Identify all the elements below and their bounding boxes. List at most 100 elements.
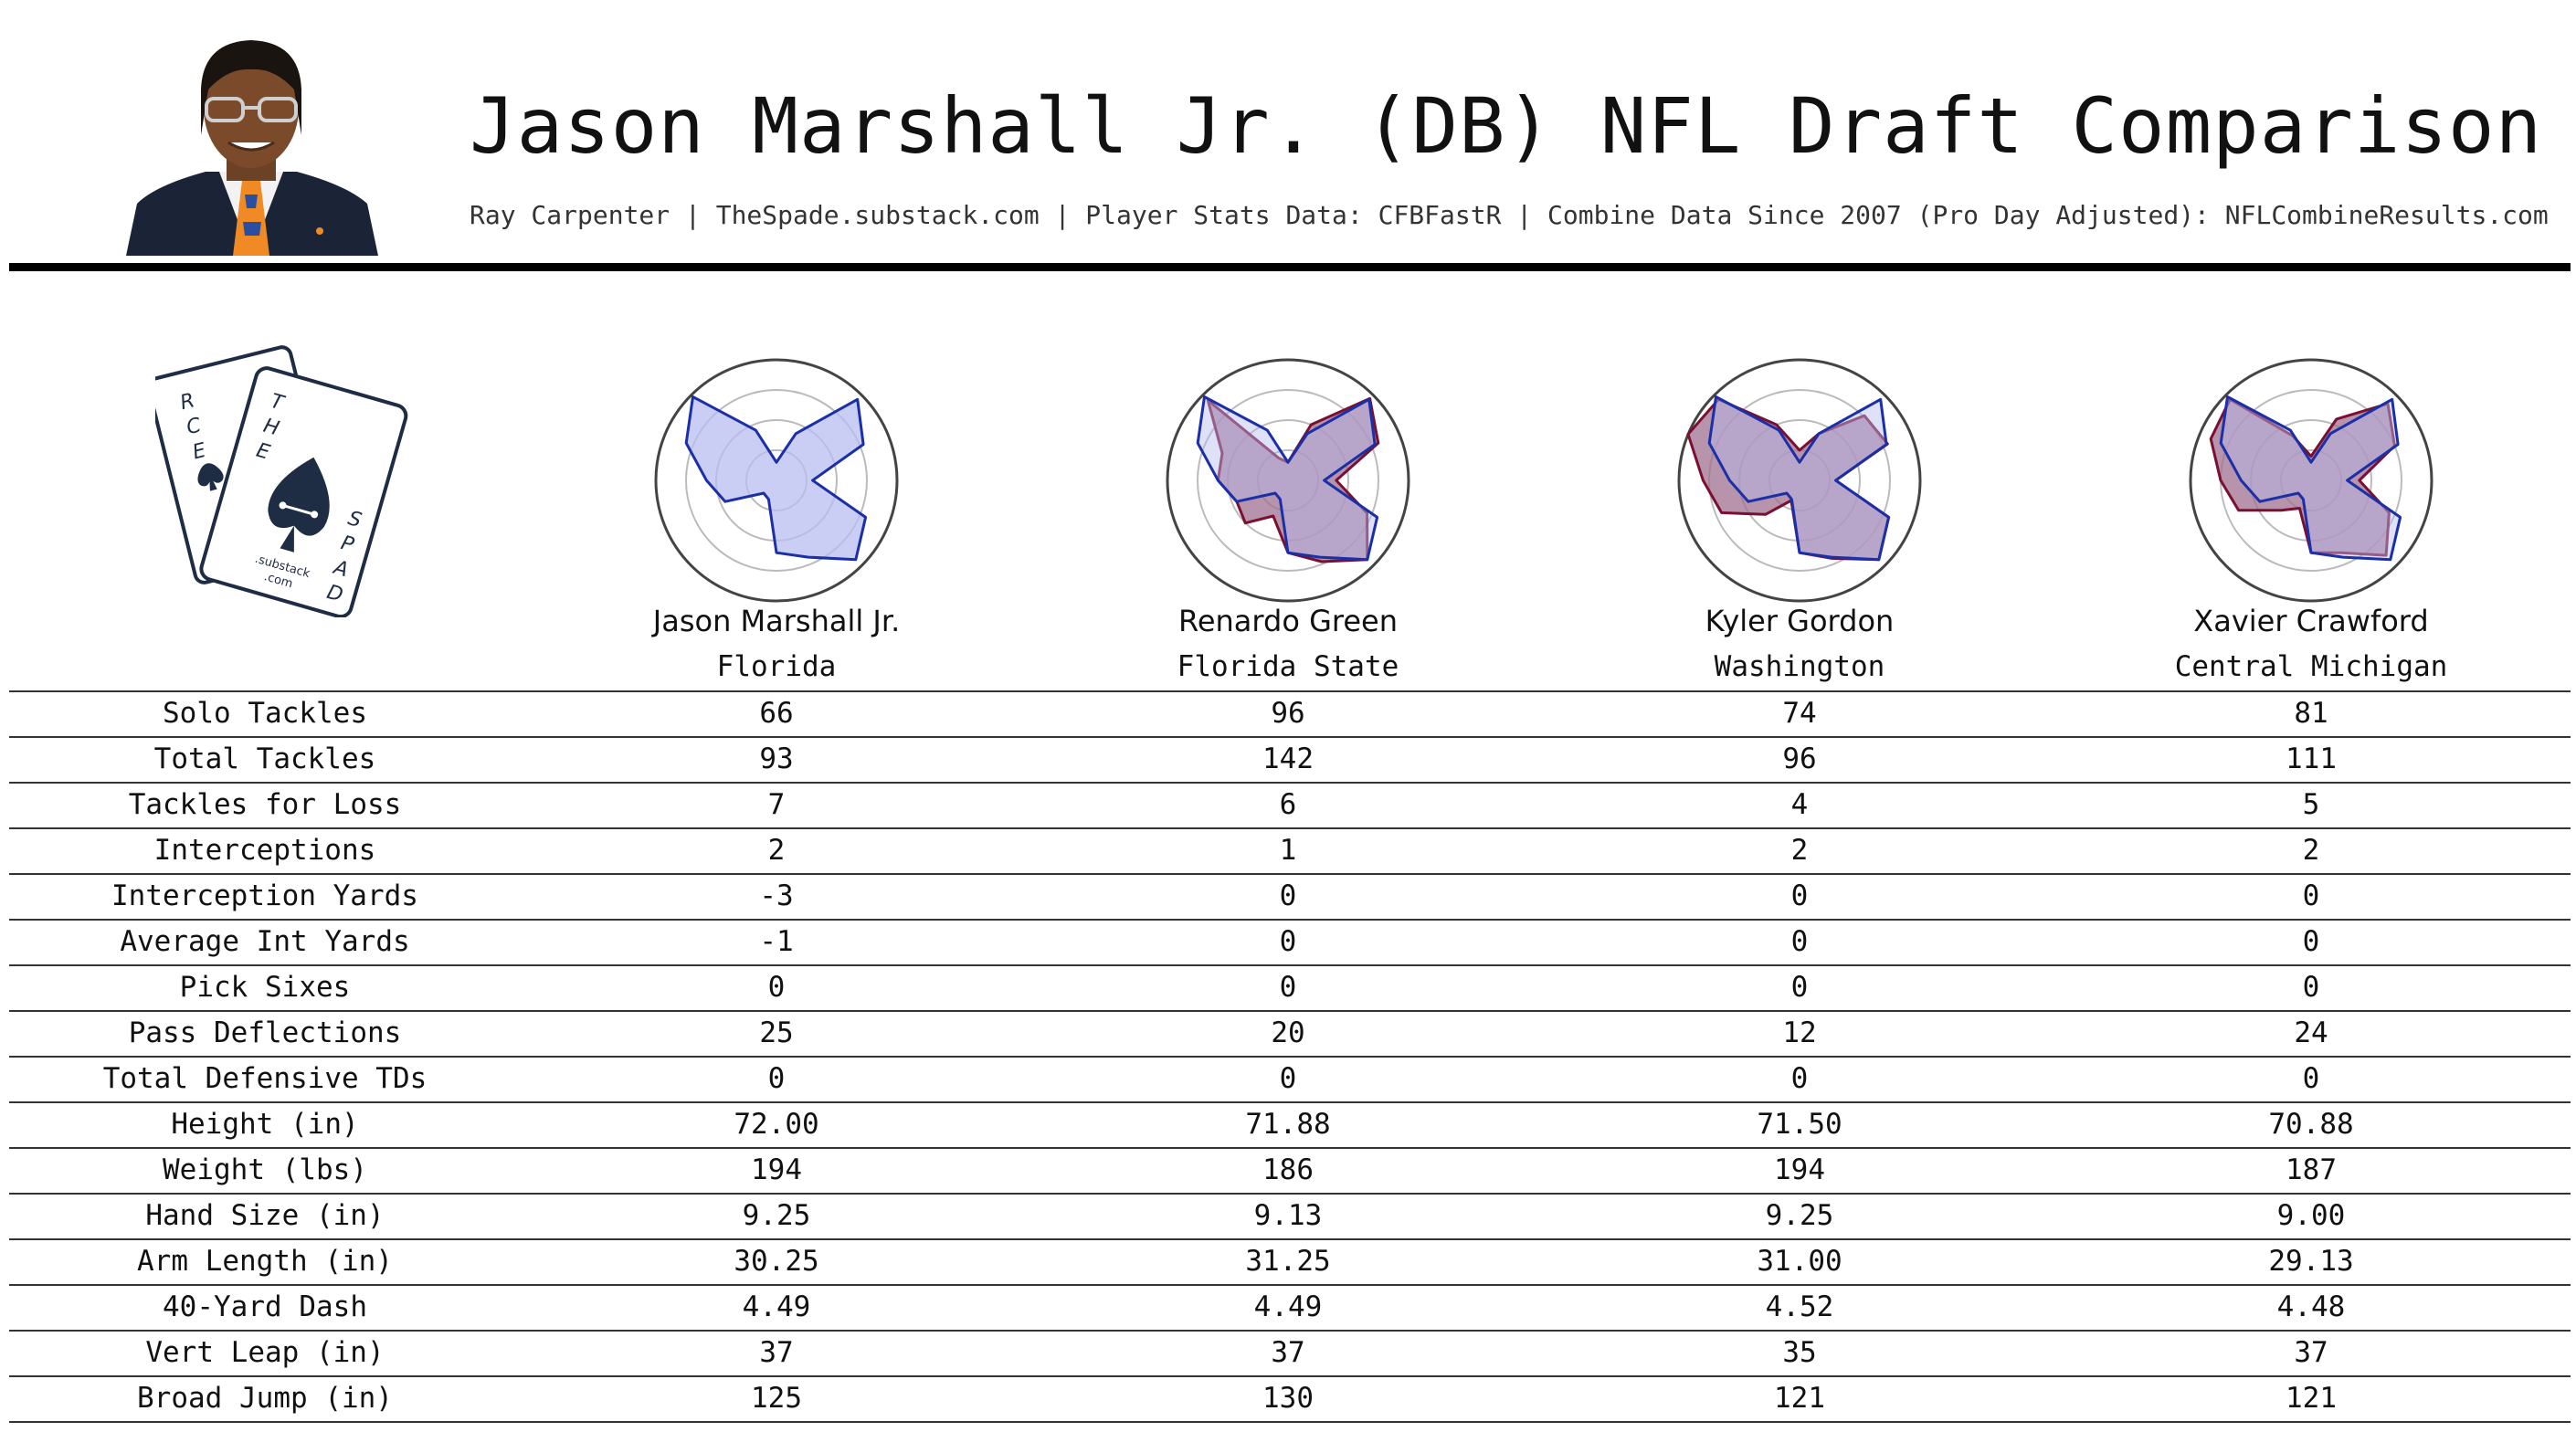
- stat-value: 24: [2294, 1016, 2328, 1049]
- stat-value: 37: [1271, 1336, 1305, 1369]
- player-school-1: Florida: [716, 650, 837, 683]
- stat-value: 0: [1279, 879, 1297, 912]
- stat-value: 0: [1790, 879, 1809, 912]
- table-row: Solo Tackles 66 96 74 81: [9, 690, 2571, 736]
- stat-label: Interception Yards: [111, 879, 418, 912]
- stat-value: 71.88: [1245, 1108, 1331, 1141]
- stat-value: 125: [751, 1382, 802, 1415]
- table-row: Interceptions 2 1 2 2: [9, 827, 2571, 873]
- stat-value: 0: [1279, 971, 1297, 1004]
- stat-value: 0: [767, 971, 786, 1004]
- stat-value: 9.25: [1765, 1199, 1834, 1232]
- stat-value: 72.00: [734, 1108, 819, 1141]
- stat-value: 4: [1790, 788, 1809, 821]
- page-subtitle: Ray Carpenter | TheSpade.substack.com | …: [470, 200, 2549, 230]
- stat-value: 12: [1782, 1016, 1817, 1049]
- stat-value: 31.25: [1245, 1245, 1331, 1278]
- table-row: Hand Size (in) 9.25 9.13 9.25 9.00: [9, 1193, 2571, 1238]
- small-spade-icon: [197, 463, 224, 491]
- table-row: Pick Sixes 0 0 0 0: [9, 964, 2571, 1010]
- stat-value: 96: [1271, 697, 1305, 730]
- stat-value: 194: [751, 1153, 802, 1186]
- stat-value: 0: [767, 1062, 786, 1095]
- stat-label: Vert Leap (in): [145, 1336, 385, 1369]
- table-row: Broad Jump (in) 125 130 121 121: [9, 1375, 2571, 1423]
- stat-value: 25: [759, 1016, 794, 1049]
- the-spade-logo: R C E T H E S P A D .substack .com: [155, 345, 408, 617]
- stat-value: 9.00: [2276, 1199, 2346, 1232]
- stat-label: Tackles for Loss: [128, 788, 402, 821]
- stat-value: 1: [1279, 834, 1297, 867]
- stat-value: 0: [1279, 925, 1297, 958]
- radar-ring: [1677, 358, 1922, 603]
- stat-label: Pass Deflections: [128, 1016, 402, 1049]
- stat-value: 74: [1782, 697, 1817, 730]
- stat-value: 70.88: [2268, 1108, 2354, 1141]
- player-school-4: Central Michigan: [2174, 650, 2448, 683]
- back-card-letter-3: E: [190, 439, 208, 465]
- stat-value: 0: [2302, 879, 2320, 912]
- svg-text:H: H: [260, 415, 281, 441]
- stat-value: 142: [1262, 742, 1314, 775]
- stat-value: 0: [1790, 1062, 1809, 1095]
- stat-value: 187: [2286, 1153, 2337, 1186]
- table-row: Total Defensive TDs 0 0 0 0: [9, 1056, 2571, 1101]
- back-card-letter-2: C: [185, 414, 205, 439]
- stat-value: 9.25: [742, 1199, 811, 1232]
- table-row: Arm Length (in) 30.25 31.25 31.00 29.13: [9, 1238, 2571, 1284]
- radar-series-subject: [1707, 395, 1891, 562]
- spade-icon: [268, 457, 330, 553]
- table-row: Weight (lbs) 194 186 194 187: [9, 1147, 2571, 1193]
- radar-ring: [654, 358, 899, 603]
- stat-value: 121: [1774, 1382, 1825, 1415]
- radar-ring: [2189, 358, 2433, 603]
- stat-value: 71.50: [1757, 1108, 1842, 1141]
- radar-chart-jason-marshall: [654, 358, 899, 603]
- stat-value: 2: [767, 834, 786, 867]
- stat-value: 93: [759, 742, 794, 775]
- table-row: 40-Yard Dash 4.49 4.49 4.52 4.48: [9, 1284, 2571, 1330]
- stat-value: 4.52: [1765, 1290, 1834, 1323]
- stat-value: 0: [1790, 971, 1809, 1004]
- table-row: Height (in) 72.00 71.88 71.50 70.88: [9, 1101, 2571, 1147]
- stat-value: 35: [1782, 1336, 1817, 1369]
- player-name-4: Xavier Crawford: [2193, 604, 2429, 638]
- stats-table: Solo Tackles 66 96 74 81 Total Tackles 93 142 96…: [9, 690, 2571, 1423]
- stat-value: 0: [2302, 925, 2320, 958]
- stat-value: 2: [2302, 834, 2320, 867]
- radar-series-subject: [2219, 395, 2402, 562]
- stat-value: 0: [1790, 925, 1809, 958]
- player-school-2: Florida State: [1177, 650, 1399, 683]
- stat-label: Interceptions: [153, 834, 376, 867]
- stat-value: 0: [2302, 971, 2320, 1004]
- stat-value: 66: [759, 697, 794, 730]
- svg-text:D: D: [324, 581, 345, 607]
- stat-label: Arm Length (in): [137, 1245, 393, 1278]
- stat-value: 130: [1262, 1382, 1314, 1415]
- radar-series-subject: [684, 395, 868, 562]
- stat-value: 6: [1279, 788, 1297, 821]
- player-headshot: [126, 40, 378, 256]
- player-name-3: Kyler Gordon: [1705, 604, 1895, 638]
- radar-chart-xavier-crawford: [2189, 358, 2433, 603]
- stat-value: 5: [2302, 788, 2320, 821]
- radar-series-subject: [1196, 395, 1379, 562]
- table-row: Tackles for Loss 7 6 4 5: [9, 782, 2571, 827]
- stat-value: 81: [2294, 697, 2328, 730]
- stat-value: 4.49: [742, 1290, 811, 1323]
- header-divider: [9, 263, 2571, 271]
- player-name-2: Renardo Green: [1178, 604, 1398, 638]
- stat-label: Hand Size (in): [145, 1199, 385, 1232]
- svg-text:E: E: [254, 439, 272, 465]
- stat-label: Height (in): [171, 1108, 359, 1141]
- stat-value: 2: [1790, 834, 1809, 867]
- stat-label: Pick Sixes: [179, 971, 351, 1004]
- stat-label: Broad Jump (in): [137, 1382, 393, 1415]
- stat-value: 0: [1279, 1062, 1297, 1095]
- stat-value: -3: [759, 879, 794, 912]
- stat-value: 194: [1774, 1153, 1825, 1186]
- stat-label: Solo Tackles: [163, 697, 367, 730]
- stat-label: Average Int Yards: [120, 925, 410, 958]
- player-school-3: Washington: [1714, 650, 1885, 683]
- player-name-1: Jason Marshall Jr.: [652, 604, 901, 638]
